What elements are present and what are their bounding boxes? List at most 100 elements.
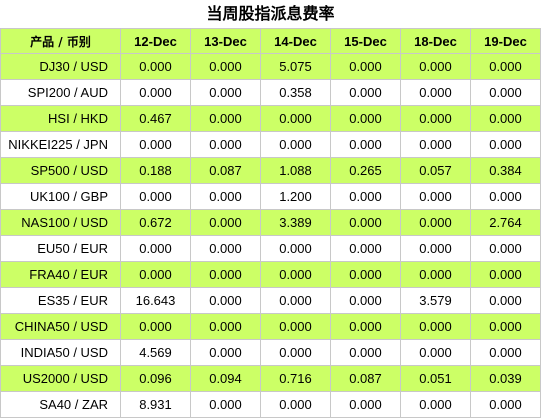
rate-cell: 0.384 [470, 157, 541, 184]
header-date: 19-Dec [470, 28, 541, 54]
instrument-cell: FRA40 / EUR [0, 261, 121, 288]
rate-cell: 0.000 [470, 131, 541, 158]
rate-cell: 0.000 [470, 235, 541, 262]
rate-cell: 0.000 [120, 79, 191, 106]
instrument-cell: ES35 / EUR [0, 287, 121, 314]
rate-cell: 0.000 [120, 261, 191, 288]
table-row: EU50 / EUR 0.000 0.000 0.000 0.000 0.000 0.000 [0, 235, 541, 262]
rate-cell: 0.000 [470, 391, 541, 418]
rate-cell: 0.087 [190, 157, 261, 184]
table-row: UK100 / GBP 0.000 0.000 1.200 0.000 0.000 0.00… [0, 183, 541, 210]
rate-cell: 0.000 [330, 105, 401, 132]
rate-cell: 3.579 [400, 287, 471, 314]
rate-cell: 0.000 [120, 131, 191, 158]
rate-cell: 2.764 [470, 209, 541, 236]
rate-cell: 0.000 [260, 261, 331, 288]
rate-cell: 0.000 [120, 53, 191, 80]
rate-cell: 0.000 [400, 313, 471, 340]
table-body: DJ30 / USD 0.000 0.000 5.075 0.000 0.000 0.000… [0, 53, 541, 418]
rate-cell: 0.039 [470, 365, 541, 392]
rate-cell: 0.000 [330, 131, 401, 158]
rate-cell: 0.000 [470, 79, 541, 106]
rate-cell: 0.000 [400, 209, 471, 236]
rate-cell: 0.000 [120, 183, 191, 210]
rate-cell: 0.000 [330, 53, 401, 80]
table-row: ES35 / EUR 16.643 0.000 0.000 0.000 3.579 0.00… [0, 287, 541, 314]
instrument-cell: NAS100 / USD [0, 209, 121, 236]
table-row: SA40 / ZAR 8.931 0.000 0.000 0.000 0.000 0.000 [0, 391, 541, 418]
rate-cell: 0.000 [260, 287, 331, 314]
table-row: US2000 / USD 0.096 0.094 0.716 0.087 0.051 0.0… [0, 365, 541, 392]
instrument-cell: SP500 / USD [0, 157, 121, 184]
rate-cell: 0.265 [330, 157, 401, 184]
rate-cell: 0.000 [190, 339, 261, 366]
rate-cell: 0.000 [400, 53, 471, 80]
instrument-cell: EU50 / EUR [0, 235, 121, 262]
table-row: NIKKEI225 / JPN 0.000 0.000 0.000 0.000 0.000… [0, 131, 541, 158]
rate-cell: 0.716 [260, 365, 331, 392]
table-row: FRA40 / EUR 0.000 0.000 0.000 0.000 0.000 0.00… [0, 261, 541, 288]
header-date: 13-Dec [190, 28, 261, 54]
rate-cell: 8.931 [120, 391, 191, 418]
header-date: 15-Dec [330, 28, 401, 54]
rate-cell: 0.000 [470, 105, 541, 132]
rate-cell: 0.000 [330, 235, 401, 262]
rate-cell: 0.467 [120, 105, 191, 132]
instrument-cell: NIKKEI225 / JPN [0, 131, 121, 158]
rate-cell: 0.672 [120, 209, 191, 236]
table-row: NAS100 / USD 0.672 0.000 3.389 0.000 0.000 2.7… [0, 209, 541, 236]
rate-cell: 0.000 [470, 287, 541, 314]
rate-cell: 4.569 [120, 339, 191, 366]
rate-cell: 0.000 [260, 235, 331, 262]
rate-cell: 3.389 [260, 209, 331, 236]
rate-cell: 0.000 [470, 53, 541, 80]
header-row: 产品 / 币别 12-Dec 13-Dec 14-Dec 15-Dec 18-D… [0, 28, 541, 54]
table-row: HSI / HKD 0.467 0.000 0.000 0.000 0.000 0.000 [0, 105, 541, 132]
rate-cell: 0.000 [120, 313, 191, 340]
header-date: 12-Dec [120, 28, 191, 54]
rate-cell: 0.057 [400, 157, 471, 184]
rate-cell: 0.000 [260, 105, 331, 132]
table-row: CHINA50 / USD 0.000 0.000 0.000 0.000 0.000 0.… [0, 313, 541, 340]
rate-cell: 0.000 [400, 79, 471, 106]
table-row: SP500 / USD 0.188 0.087 1.088 0.265 0.057 0.38… [0, 157, 541, 184]
instrument-cell: UK100 / GBP [0, 183, 121, 210]
rate-cell: 0.000 [330, 79, 401, 106]
table-title: 当周股指派息费率 [0, 0, 541, 28]
rate-cell: 1.088 [260, 157, 331, 184]
rate-cell: 0.051 [400, 365, 471, 392]
rate-cell: 0.000 [190, 391, 261, 418]
rate-cell: 0.000 [330, 339, 401, 366]
rate-cell: 0.000 [190, 131, 261, 158]
rate-cell: 0.000 [400, 183, 471, 210]
rate-cell: 0.000 [470, 313, 541, 340]
rate-cell: 0.000 [260, 339, 331, 366]
instrument-cell: DJ30 / USD [0, 53, 121, 80]
rate-cell: 0.000 [260, 391, 331, 418]
rate-cell: 0.000 [190, 313, 261, 340]
rate-cell: 0.000 [190, 287, 261, 314]
rate-cell: 0.000 [260, 313, 331, 340]
rate-cell: 0.094 [190, 365, 261, 392]
rate-cell: 0.000 [190, 183, 261, 210]
instrument-cell: SPI200 / AUD [0, 79, 121, 106]
rate-cell: 0.000 [190, 79, 261, 106]
instrument-cell: INDIA50 / USD [0, 339, 121, 366]
rate-cell: 0.000 [470, 261, 541, 288]
header-date: 14-Dec [260, 28, 331, 54]
rate-cell: 1.200 [260, 183, 331, 210]
rate-cell: 0.000 [470, 183, 541, 210]
header-date: 18-Dec [400, 28, 471, 54]
rate-cell: 0.000 [190, 105, 261, 132]
rate-cell: 0.000 [330, 261, 401, 288]
table-row: SPI200 / AUD 0.000 0.000 0.358 0.000 0.000 0.0… [0, 79, 541, 106]
rate-cell: 0.000 [330, 313, 401, 340]
table-row: INDIA50 / USD 4.569 0.000 0.000 0.000 0.000 0.… [0, 339, 541, 366]
dividend-table: 产品 / 币别 12-Dec 13-Dec 14-Dec 15-Dec 18-D… [0, 28, 541, 418]
rate-cell: 0.000 [330, 183, 401, 210]
rate-cell: 0.000 [470, 339, 541, 366]
rate-cell: 0.000 [400, 391, 471, 418]
rate-cell: 0.000 [400, 235, 471, 262]
rate-cell: 0.000 [400, 131, 471, 158]
